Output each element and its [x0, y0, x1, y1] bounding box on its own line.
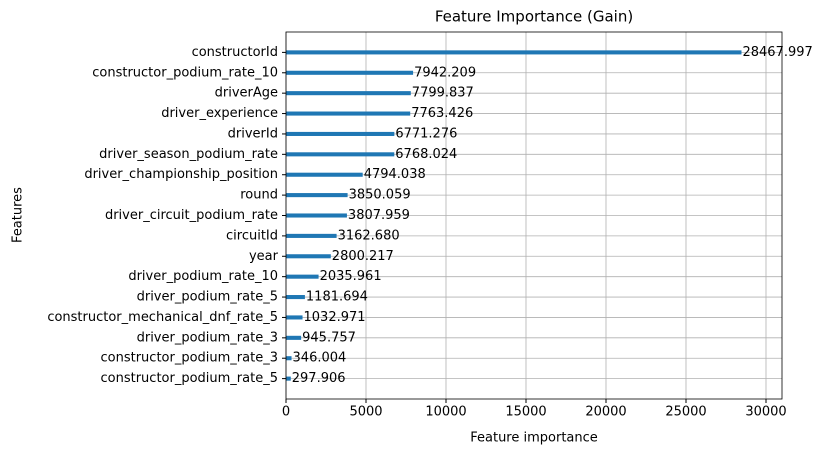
- x-tick-label: 5000: [349, 405, 382, 420]
- bar: [286, 376, 291, 381]
- bar: [286, 274, 319, 279]
- value-label: 28467.997: [742, 45, 812, 60]
- x-tick-label: 25000: [665, 405, 706, 420]
- chart-title: Feature Importance (Gain): [435, 8, 633, 26]
- value-label: 6771.276: [395, 126, 457, 141]
- bar: [286, 254, 331, 259]
- y-tick-label: constructor_mechanical_dnf_rate_5: [47, 310, 278, 325]
- bar: [286, 193, 348, 198]
- x-tick-label: 30000: [745, 405, 786, 420]
- bar: [286, 213, 347, 218]
- x-axis-label: Feature importance: [470, 431, 598, 446]
- bar: [286, 172, 363, 177]
- bar: [286, 91, 411, 96]
- value-label: 3807.959: [348, 208, 410, 223]
- y-axis-label: Features: [11, 187, 26, 243]
- value-label: 346.004: [293, 351, 347, 366]
- x-tick-label: 15000: [505, 405, 546, 420]
- bar: [286, 50, 742, 55]
- value-label: 3162.680: [338, 228, 400, 243]
- bar: [286, 295, 305, 300]
- y-tick-label: driverId: [228, 126, 278, 141]
- bar: [286, 335, 302, 340]
- x-tick-label: 10000: [425, 405, 466, 420]
- bar: [286, 131, 395, 136]
- value-label: 2035.961: [320, 269, 382, 284]
- value-label: 7942.209: [414, 65, 476, 80]
- bar: [286, 315, 303, 320]
- value-label: 4794.038: [364, 167, 426, 182]
- y-tick-label: driver_experience: [161, 106, 278, 121]
- y-tick-label: constructorId: [192, 45, 278, 60]
- y-tick-label: driver_season_podium_rate: [99, 147, 278, 162]
- value-label: 297.906: [292, 371, 346, 386]
- x-tick-label: 20000: [585, 405, 626, 420]
- plot-frame: [285, 31, 783, 400]
- bar: [286, 152, 395, 157]
- bar: [286, 70, 414, 75]
- value-label: 6768.024: [395, 147, 457, 162]
- y-tick-label: year: [249, 249, 279, 264]
- value-label: 945.757: [302, 330, 356, 345]
- y-tick-label: driver_podium_rate_5: [137, 290, 278, 305]
- value-label: 3850.059: [349, 188, 411, 203]
- y-tick-label: driver_podium_rate_10: [128, 269, 278, 284]
- value-label: 2800.217: [332, 249, 394, 264]
- value-label: 7763.426: [411, 106, 473, 121]
- y-tick-label: constructor_podium_rate_5: [101, 371, 279, 386]
- y-tick-label: driver_podium_rate_3: [137, 330, 278, 345]
- value-label: 7799.837: [412, 86, 474, 101]
- bar: [286, 233, 337, 238]
- y-tick-label: constructor_podium_rate_3: [101, 351, 279, 366]
- x-tick-label: 0: [282, 405, 290, 420]
- y-tick-label: circuitId: [226, 228, 278, 243]
- y-tick-label: round: [240, 188, 278, 203]
- bar: [286, 356, 292, 361]
- value-label: 1032.971: [304, 310, 366, 325]
- y-tick-label: driver_championship_position: [84, 167, 278, 182]
- y-tick-label: constructor_podium_rate_10: [92, 65, 278, 80]
- y-tick-label: driverAge: [215, 86, 278, 101]
- value-label: 1181.694: [306, 290, 368, 305]
- y-tick-label: driver_circuit_podium_rate: [105, 208, 278, 223]
- bar: [286, 111, 411, 116]
